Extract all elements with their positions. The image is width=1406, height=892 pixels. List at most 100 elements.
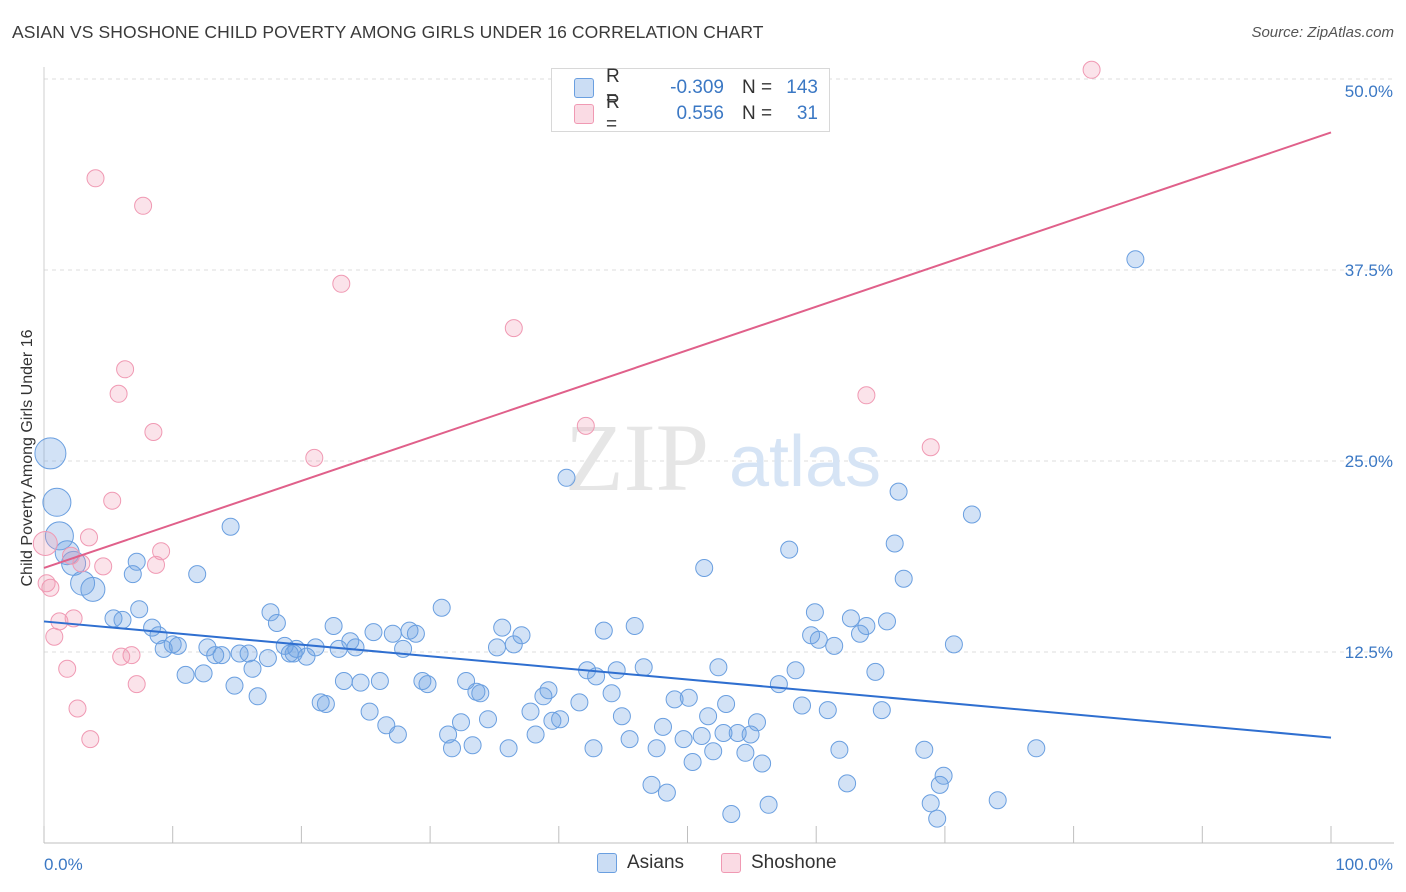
shoshone-point [32, 531, 58, 556]
asians-point [647, 739, 666, 758]
asians-point [463, 736, 482, 755]
x-tick-label: 100.0% [1335, 855, 1393, 874]
asians-point [851, 624, 869, 643]
asians-point [642, 775, 661, 794]
stats-legend: R = -0.309 N = 143 R = 0.556 N = 31 [551, 66, 830, 135]
asians-point [44, 521, 74, 551]
asians-point [722, 805, 741, 823]
watermark-atlas: atlas [729, 422, 881, 502]
shoshone-swatch-icon [721, 853, 741, 873]
r-label: R = [606, 66, 620, 109]
legend-item-asians[interactable]: Asians [597, 852, 684, 874]
shoshone-point [58, 659, 77, 678]
asians-point [620, 730, 639, 749]
asians-point [212, 646, 231, 665]
asians-point [857, 617, 876, 635]
asians-point [885, 534, 904, 553]
asians-point [324, 617, 343, 635]
asians-point [759, 795, 778, 814]
asians-point [748, 713, 766, 732]
n-label: N = [742, 77, 773, 98]
asians-point [267, 614, 286, 632]
asians-point [80, 576, 106, 602]
asians-point [413, 672, 432, 690]
asians-swatch-icon [574, 78, 594, 98]
asians-point [683, 753, 702, 771]
shoshone-point [134, 196, 153, 215]
shoshone-point [122, 646, 141, 665]
shoshone-point [1082, 60, 1101, 79]
asians-point [557, 468, 576, 487]
shoshone-point [94, 557, 113, 576]
asians-point [830, 740, 849, 759]
asians-point [551, 710, 570, 729]
shoshone-point [921, 438, 940, 457]
asians-point [176, 665, 195, 684]
asians-point [526, 725, 545, 744]
asians-point [612, 707, 631, 726]
asians-point [130, 600, 149, 619]
asians-point [728, 724, 747, 742]
axes [43, 67, 1394, 844]
asians-point [607, 661, 626, 680]
legend-label: Shoshone [751, 852, 837, 873]
shoshone-point [68, 699, 87, 718]
asians-point [928, 809, 947, 828]
shoshone-point [41, 578, 60, 597]
n-value: 31 [796, 103, 818, 124]
shoshone-point [45, 627, 64, 646]
shoshone-point [64, 609, 83, 628]
asians-point [570, 693, 589, 712]
n-value: 143 [786, 77, 818, 98]
asians-point [346, 638, 365, 657]
asians-point [692, 727, 711, 745]
shoshone-point [103, 491, 122, 510]
stats-legend-row-asians: R = -0.309 N = 143 [574, 66, 818, 109]
asians-point [104, 609, 123, 628]
y-axis-label: Child Poverty Among Girls Under 16 [19, 329, 36, 587]
asians-point [780, 540, 799, 559]
asians-point [866, 662, 885, 681]
asians-point [258, 649, 277, 668]
asians-point [243, 659, 262, 678]
shoshone-point [332, 274, 351, 293]
asians-point [194, 664, 213, 683]
asians-point [625, 617, 644, 635]
asians-point [805, 603, 824, 622]
r-label: R = [606, 92, 620, 135]
y-tick-label: 50.0% [1345, 82, 1393, 101]
chart-title: ASIAN VS SHOSHONE CHILD POVERTY AMONG GI… [12, 22, 764, 42]
asians-point [206, 646, 225, 665]
shoshone-point [147, 555, 165, 574]
scatter-points [32, 60, 1145, 828]
asians-point [838, 774, 857, 793]
asians-point [704, 742, 723, 761]
asians-point [360, 702, 379, 721]
asians-point [383, 624, 402, 643]
asians-point [717, 695, 736, 713]
y-tick-label: 12.5% [1345, 643, 1393, 662]
asians-point [248, 687, 267, 706]
shoshone-point [504, 319, 523, 338]
asians-point [504, 635, 523, 654]
stats-legend-row-shoshone: R = 0.556 N = 31 [574, 92, 818, 135]
shoshone-trend-line [43, 131, 1332, 569]
asians-point [488, 638, 506, 657]
asians-point [878, 612, 896, 631]
asians-point [534, 687, 553, 706]
source-credit: Source: ZipAtlas.com [1251, 24, 1394, 41]
asians-point [657, 783, 676, 802]
legend-item-shoshone[interactable]: Shoshone [721, 852, 837, 874]
asians-point [944, 635, 963, 654]
asians-point [872, 701, 891, 720]
asians-swatch-icon [597, 853, 617, 873]
shoshone-point [86, 169, 105, 188]
asians-point [602, 684, 621, 703]
asians-point [1027, 739, 1046, 758]
asians-point [841, 609, 860, 628]
asians-point [539, 681, 558, 700]
shoshone-point [116, 360, 135, 379]
y-tick-label: 37.5% [1345, 261, 1393, 280]
asians-point [584, 739, 603, 758]
